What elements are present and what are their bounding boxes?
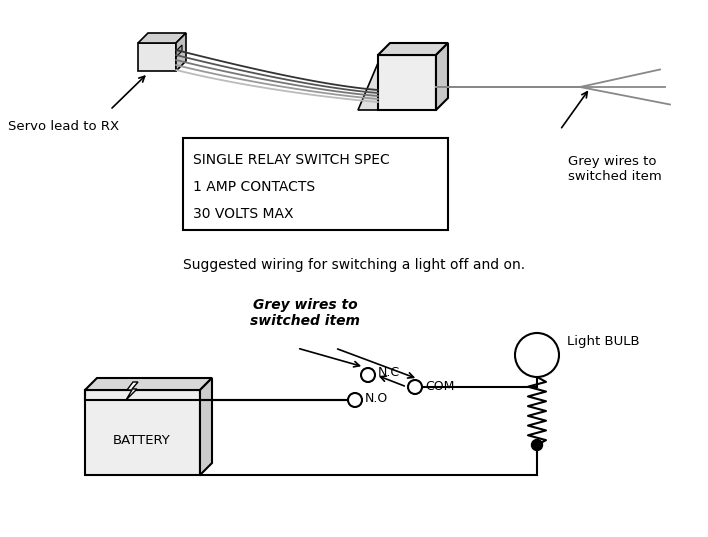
Polygon shape (378, 43, 448, 55)
Text: Grey wires to
switched item: Grey wires to switched item (250, 298, 360, 328)
Circle shape (532, 439, 542, 451)
Text: 1 AMP CONTACTS: 1 AMP CONTACTS (193, 180, 315, 194)
Circle shape (408, 380, 422, 394)
Text: COM: COM (425, 380, 455, 393)
Circle shape (515, 333, 559, 377)
Text: N.C: N.C (378, 366, 400, 379)
Text: BATTERY: BATTERY (113, 433, 171, 446)
Text: SINGLE RELAY SWITCH SPEC: SINGLE RELAY SWITCH SPEC (193, 153, 389, 167)
Text: Grey wires to
switched item: Grey wires to switched item (568, 155, 662, 183)
Polygon shape (85, 378, 212, 390)
Polygon shape (378, 55, 436, 110)
Bar (183, 138, 448, 230)
Circle shape (361, 368, 375, 382)
Circle shape (348, 393, 362, 407)
Polygon shape (85, 390, 200, 475)
Text: Light BULB: Light BULB (567, 335, 639, 348)
Polygon shape (436, 43, 448, 110)
Polygon shape (176, 33, 186, 71)
Polygon shape (138, 43, 176, 71)
Polygon shape (176, 45, 182, 57)
Polygon shape (358, 63, 378, 110)
Text: Suggested wiring for switching a light off and on.: Suggested wiring for switching a light o… (183, 258, 525, 272)
Text: N.O: N.O (365, 393, 388, 405)
Text: 30 VOLTS MAX: 30 VOLTS MAX (193, 207, 294, 221)
Polygon shape (126, 382, 138, 400)
Polygon shape (138, 33, 186, 43)
Text: Servo lead to RX: Servo lead to RX (8, 120, 119, 133)
Polygon shape (200, 378, 212, 475)
